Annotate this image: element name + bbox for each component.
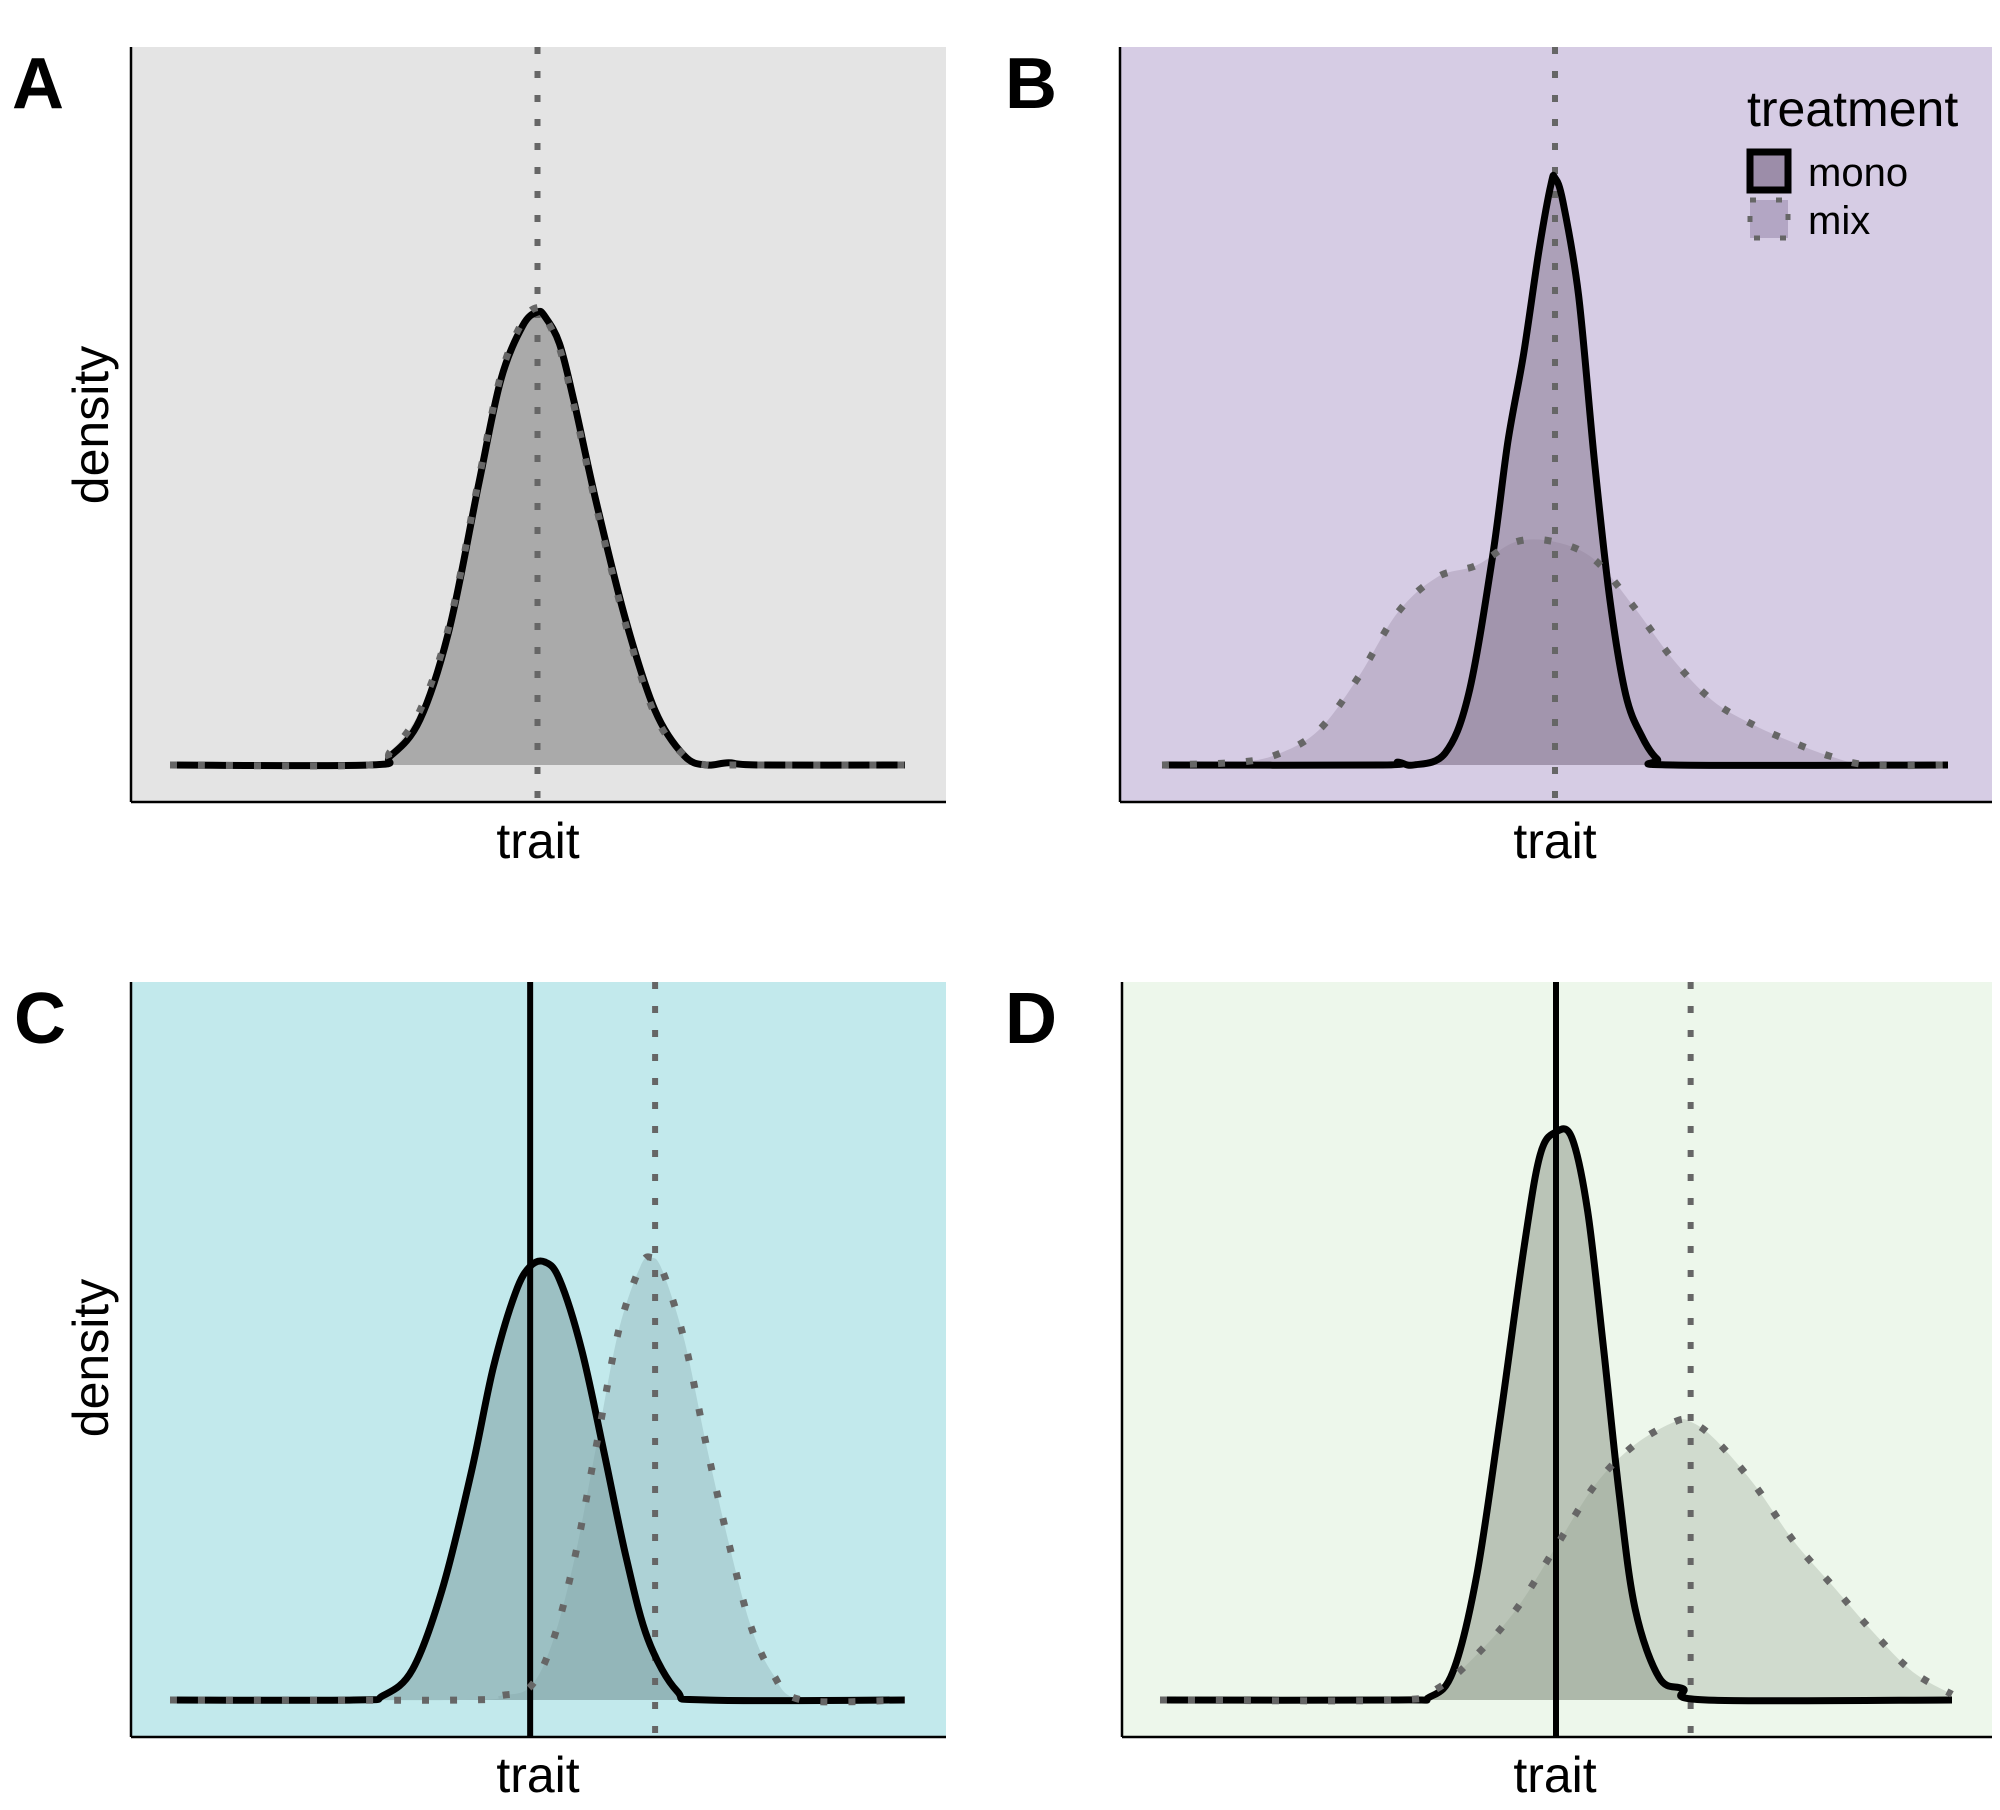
density-line-mix [1159, 1415, 1954, 1705]
panel-letter: D [1005, 979, 1057, 1059]
panel-letter: C [14, 979, 66, 1059]
density-line-mono [169, 1257, 906, 1705]
legend-key-mono [1746, 148, 1792, 194]
legend-label-mix: mix [1808, 199, 1870, 243]
y-axis-title: density [63, 1279, 119, 1437]
x-axis-title: trait [1513, 813, 1596, 869]
x-axis-title: trait [1513, 1747, 1596, 1803]
density-area-mono [170, 1261, 905, 1701]
legend-label-mono: mono [1808, 151, 1908, 195]
legend-key-mix [1747, 197, 1791, 241]
density-line-mono [1161, 171, 1949, 769]
density-line-mono [1159, 1125, 1953, 1705]
legend-title: treatment [1747, 81, 1958, 137]
legend: treatment mono mix [1746, 81, 1958, 243]
x-axis-title: trait [496, 813, 579, 869]
x-axis-title: trait [496, 1747, 579, 1803]
panel-letter: A [12, 44, 64, 124]
density-line-mix [169, 303, 905, 770]
panel-letter: B [1005, 44, 1057, 124]
y-axis-title: density [63, 346, 119, 504]
density-area-mono [170, 311, 905, 766]
density-line-mix [169, 1253, 906, 1706]
density-area-mix [170, 1256, 905, 1702]
density-area-mono [1162, 175, 1948, 766]
